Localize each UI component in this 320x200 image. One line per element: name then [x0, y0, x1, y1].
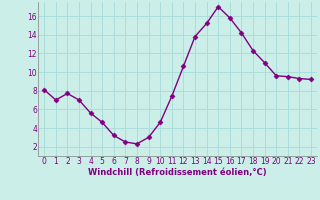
X-axis label: Windchill (Refroidissement éolien,°C): Windchill (Refroidissement éolien,°C)	[88, 168, 267, 177]
